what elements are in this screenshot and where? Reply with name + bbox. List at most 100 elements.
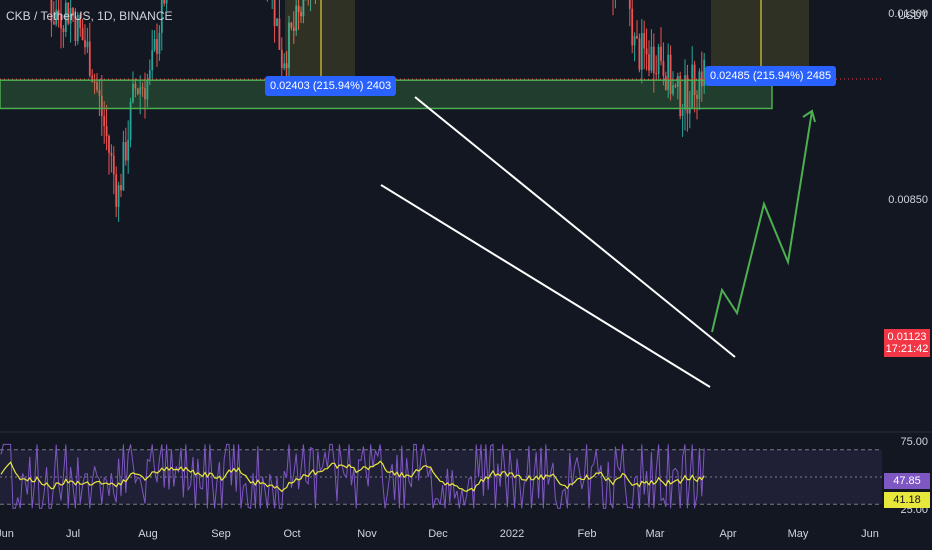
candle-body <box>79 14 82 28</box>
candle-body <box>691 64 694 108</box>
candle-body <box>662 61 665 76</box>
candle-body <box>98 89 101 96</box>
candle-body <box>280 49 283 69</box>
candle-body <box>660 46 662 62</box>
wedge-upper-trendline <box>414 96 736 358</box>
candle-body <box>151 50 154 71</box>
time-tick-label: Jun <box>861 528 879 540</box>
candle-body <box>129 101 132 140</box>
candle-body <box>81 27 84 41</box>
measure-box-left <box>285 0 355 83</box>
rsi-value-badge: 47.85 <box>884 473 930 489</box>
time-tick-label: 2022 <box>499 528 525 540</box>
rsi-tick-label: 75.00 <box>900 436 928 448</box>
candle-body <box>84 40 86 48</box>
wedge-lower-trendline <box>380 184 711 388</box>
chart-drawings <box>0 0 882 388</box>
candle-body <box>144 88 146 100</box>
candle-body <box>110 152 113 156</box>
candle-body <box>631 8 634 46</box>
candle-body <box>76 14 79 42</box>
time-tick-label: Feb <box>577 528 597 540</box>
measure-label-left: 0.02403 (215.94%) 2403 <box>265 76 397 96</box>
candle-body <box>645 48 648 55</box>
candle-body <box>117 185 120 207</box>
symbol-title: CKB / TetherUS, 1D, BINANCE <box>6 9 173 23</box>
candle-body <box>703 59 706 87</box>
time-tick-label: Apr <box>719 528 737 540</box>
candle-body <box>302 0 305 17</box>
last-price-badge: 0.01123 17:21:42 <box>884 329 930 357</box>
candle-body <box>141 87 144 89</box>
price-tick-label: 0.00850 <box>888 193 928 206</box>
candle-body <box>297 5 300 13</box>
candle-body <box>148 70 151 80</box>
candle-body <box>108 135 110 153</box>
candle-body <box>122 141 125 191</box>
candle-body <box>273 0 276 26</box>
time-tick-label: Jul <box>65 528 81 540</box>
candle-body <box>72 8 74 16</box>
candle-body <box>52 21 55 25</box>
candlestick-series <box>50 0 706 222</box>
candle-body <box>127 139 130 161</box>
projection-arrow-head <box>802 109 816 123</box>
candle-body <box>684 75 686 110</box>
candle-body <box>652 46 655 74</box>
currency-label: USDT <box>898 10 928 22</box>
rsi-ma-line <box>0 460 705 493</box>
price-tick-label: 0.01300 <box>888 7 928 20</box>
candle-body <box>88 41 91 76</box>
candle-body <box>55 9 58 25</box>
candle-body <box>134 83 137 89</box>
candle-body <box>96 82 98 90</box>
candle-body <box>93 81 96 83</box>
candle-body <box>688 107 691 114</box>
candle-body <box>636 36 638 39</box>
time-tick-label: Aug <box>138 528 158 540</box>
rsi-line <box>0 443 705 510</box>
candle-body <box>679 76 682 116</box>
candle-body <box>153 39 156 51</box>
candle-body <box>633 36 636 46</box>
candle-body <box>698 71 701 99</box>
candle-body <box>283 63 286 69</box>
candle-body <box>638 38 641 70</box>
candle-body <box>50 0 53 22</box>
candle-body <box>276 18 278 26</box>
candle-body <box>156 39 158 54</box>
time-tick-label: Mar <box>645 528 665 540</box>
rsi-ma-value-badge: 41.18 <box>884 492 930 508</box>
candle-body <box>676 76 679 87</box>
candle-body <box>295 5 298 31</box>
time-tick-label: May <box>787 528 809 540</box>
time-tick-label: Nov <box>357 528 377 540</box>
candle-body <box>62 28 65 33</box>
candle-body <box>105 126 108 136</box>
projection-path <box>711 110 813 333</box>
candle-body <box>103 116 106 127</box>
candle-body <box>300 12 302 17</box>
time-tick-label: Jun <box>0 528 14 540</box>
measure-box-right <box>711 0 809 69</box>
time-tick-label: Dec <box>428 528 448 540</box>
candle-body <box>290 22 293 28</box>
candle-body <box>160 0 163 33</box>
candle-body <box>74 15 77 42</box>
candle-body <box>700 71 703 87</box>
candle-body <box>278 18 281 50</box>
candle-body <box>163 0 166 4</box>
countdown-value: 17:21:42 <box>885 343 929 355</box>
candle-body <box>681 109 684 116</box>
rsi-panel <box>0 431 932 510</box>
candle-body <box>686 75 689 114</box>
candle-body <box>115 174 118 207</box>
candle-body <box>120 185 122 191</box>
candle-body <box>67 2 70 24</box>
time-tick-label: Sep <box>211 528 231 540</box>
candle-body <box>158 32 161 54</box>
candle-body <box>139 87 142 95</box>
candle-body <box>64 2 67 33</box>
candle-body <box>669 54 672 94</box>
candle-body <box>146 79 149 100</box>
